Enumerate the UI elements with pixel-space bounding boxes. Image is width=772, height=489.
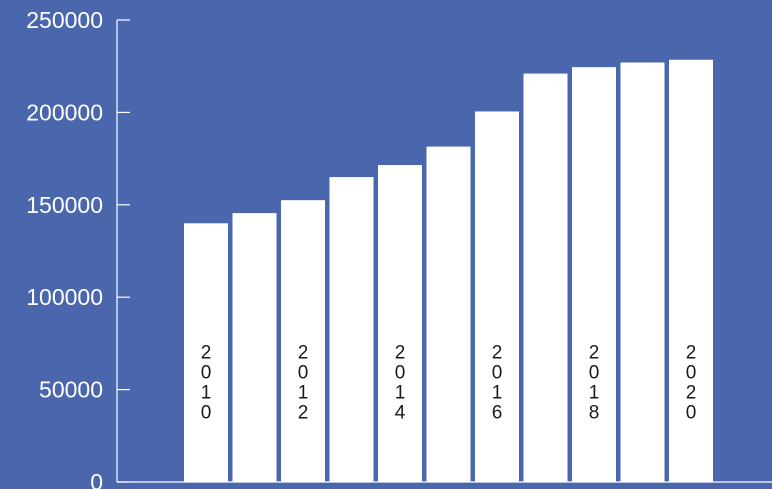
bars bbox=[184, 59, 713, 483]
y-tick-label: 100000 bbox=[26, 284, 103, 310]
y-tick-label: 200000 bbox=[26, 99, 103, 125]
bar-2010 bbox=[184, 223, 228, 482]
y-tick-label: 250000 bbox=[26, 7, 103, 33]
bar-2020 bbox=[669, 59, 713, 483]
bar-2018 bbox=[572, 67, 616, 483]
bar-2016 bbox=[475, 111, 519, 482]
bar-2014 bbox=[378, 165, 422, 482]
y-tick-label: 50000 bbox=[39, 377, 103, 403]
bar-2013 bbox=[329, 177, 374, 482]
bar-2011 bbox=[232, 213, 277, 482]
y-tick-label: 0 bbox=[90, 469, 103, 489]
bar-2017 bbox=[523, 73, 568, 482]
bar-labels: 2 0 1 0 2 0 1 2 2 0 1 4 2 0 1 6 2 0 1 8 2 0 2 0 bbox=[201, 343, 697, 424]
y-tick-label: 150000 bbox=[26, 192, 103, 218]
y-axis-ticks: 0 50000 100000 150000 200000 250000 bbox=[26, 7, 130, 489]
bar-2019 bbox=[620, 62, 665, 483]
bar-2015 bbox=[426, 146, 471, 482]
bar-2012 bbox=[281, 200, 325, 482]
